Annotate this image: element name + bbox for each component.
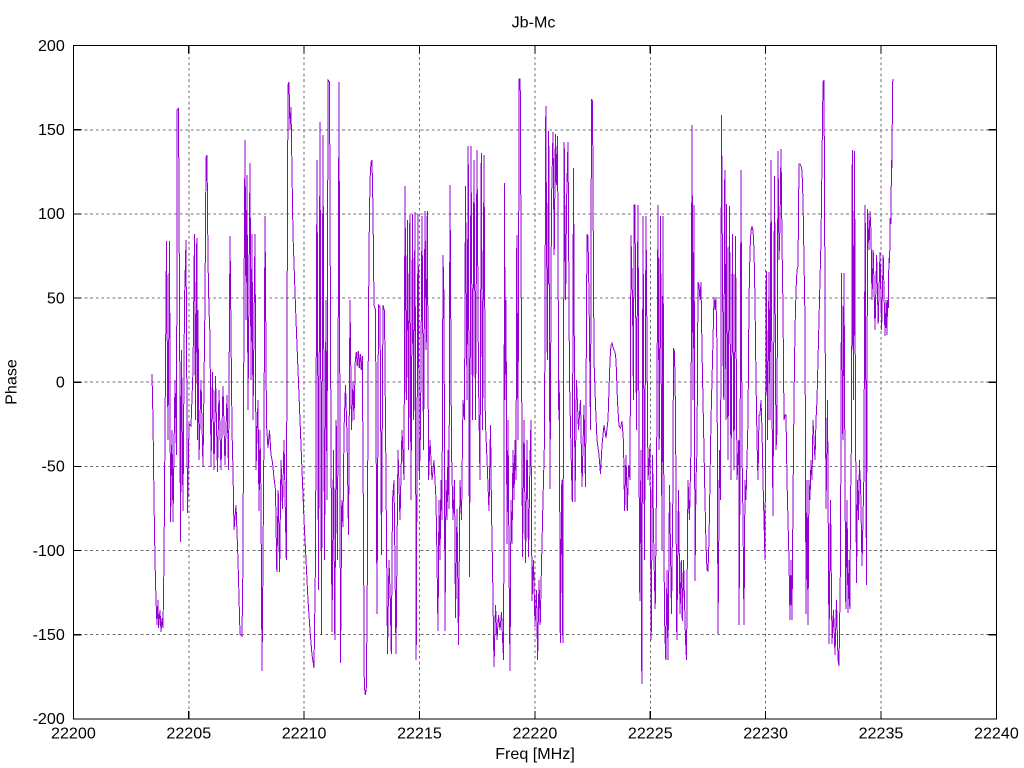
svg-text:200: 200 (38, 37, 65, 55)
svg-text:Jb-Mc: Jb-Mc (512, 14, 556, 32)
svg-text:22240: 22240 (974, 724, 1019, 742)
svg-text:100: 100 (38, 205, 65, 223)
svg-text:22205: 22205 (166, 724, 211, 742)
svg-text:22225: 22225 (628, 724, 673, 742)
svg-text:150: 150 (38, 121, 65, 139)
svg-text:0: 0 (56, 374, 65, 392)
svg-text:-150: -150 (33, 626, 65, 644)
svg-text:-100: -100 (33, 542, 65, 560)
svg-text:22215: 22215 (397, 724, 442, 742)
svg-text:22200: 22200 (51, 724, 96, 742)
svg-text:22235: 22235 (859, 724, 904, 742)
svg-text:Phase: Phase (3, 359, 21, 405)
svg-text:22210: 22210 (282, 724, 327, 742)
svg-text:Freq [MHz]: Freq [MHz] (495, 745, 575, 763)
svg-text:22220: 22220 (513, 724, 558, 742)
svg-text:-200: -200 (33, 710, 65, 728)
svg-text:-50: -50 (42, 458, 65, 476)
svg-text:22230: 22230 (743, 724, 788, 742)
svg-text:50: 50 (47, 289, 65, 307)
